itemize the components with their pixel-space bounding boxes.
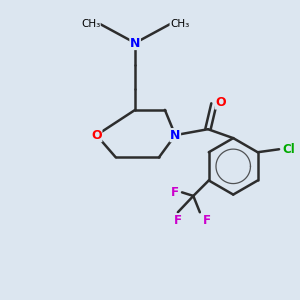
Text: N: N [170,129,181,142]
Text: O: O [215,96,226,109]
Text: O: O [91,129,102,142]
Text: F: F [174,214,182,227]
Text: CH₃: CH₃ [170,19,189,29]
Text: CH₃: CH₃ [81,19,100,29]
Text: F: F [171,186,179,199]
Text: F: F [203,214,211,227]
Text: N: N [130,37,140,50]
Text: Cl: Cl [282,143,295,156]
